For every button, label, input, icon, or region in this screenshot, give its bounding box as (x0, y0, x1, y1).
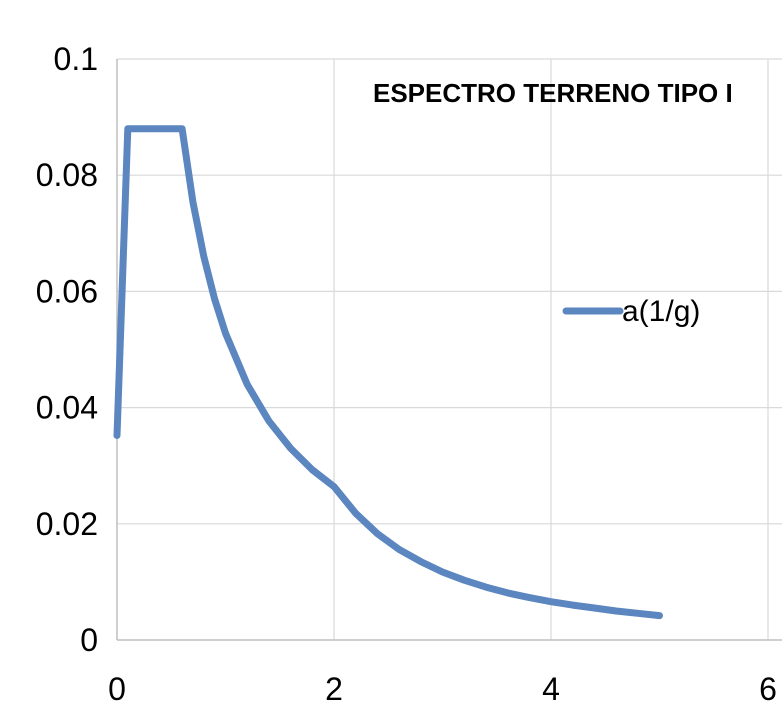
series-layer (113, 125, 663, 620)
axes (116, 59, 782, 641)
y-tick-label: 0 (80, 622, 98, 658)
grid (117, 58, 782, 640)
x-tick-label: 4 (542, 671, 560, 707)
y-tick-label: 0.1 (54, 41, 98, 77)
y-tick-label: 0.08 (36, 157, 98, 193)
series-line-a-1-g (113, 125, 663, 620)
x-tick-label: 6 (759, 671, 777, 707)
y-tick-label: 0.04 (36, 390, 98, 426)
x-tick-label: 2 (325, 671, 343, 707)
chart-title: ESPECTRO TERRENO TIPO I (373, 78, 733, 108)
legend-label: a(1/g) (622, 295, 700, 328)
y-tick-label: 0.02 (36, 506, 98, 542)
x-tick-label: 0 (108, 671, 126, 707)
y-tick-label: 0.06 (36, 273, 98, 309)
tick-labels: 0 0.02 0.04 0.06 0.08 0.1 0 2 4 6 (36, 41, 777, 707)
legend: a(1/g) (562, 295, 700, 328)
